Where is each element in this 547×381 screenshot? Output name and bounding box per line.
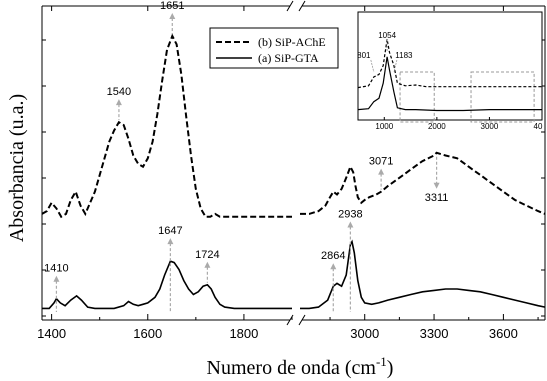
x-tick-label: 3000 bbox=[350, 326, 379, 341]
plot-frame bbox=[41, 0, 546, 326]
peak-arrow bbox=[347, 221, 354, 228]
x-tick-label: 1400 bbox=[37, 326, 66, 341]
series-group bbox=[41, 33, 546, 310]
x-axis-ticks: 1400 1600 1800 3000 3300 3600 bbox=[37, 6, 539, 341]
axis-break-mark bbox=[286, 0, 294, 12]
peak-label: 2864 bbox=[321, 250, 345, 262]
legend: (b) SiP-AChE (a) SiP-GTA bbox=[209, 27, 339, 69]
series-line-0-right bbox=[300, 151, 546, 215]
peak-label: 1410 bbox=[44, 263, 68, 275]
peak-label: 3311 bbox=[425, 192, 449, 204]
series-line-1-left bbox=[42, 260, 292, 310]
axis-break-mark bbox=[298, 0, 306, 12]
inset-peak-guide bbox=[370, 59, 375, 73]
peak-arrow bbox=[378, 168, 385, 175]
x-tick-label: 3600 bbox=[489, 326, 518, 341]
legend-entry: (a) SiP-GTA bbox=[258, 51, 319, 65]
series-line-0-left bbox=[41, 33, 292, 219]
inset-series-solid bbox=[357, 56, 542, 112]
inset-peak-label: 801 bbox=[357, 51, 371, 60]
legend-box bbox=[209, 27, 339, 69]
peak-annotations: 1651 1540 1410 1647 1724 2864 2938 3071 3311 bbox=[44, 0, 448, 312]
inset-peak-label: 1054 bbox=[378, 31, 396, 40]
inset-peak-label: 1183 bbox=[395, 51, 413, 60]
peak-arrow bbox=[115, 99, 122, 106]
peak-label: 3071 bbox=[369, 156, 393, 168]
inset-zoom-region bbox=[399, 71, 435, 123]
inset-tick-label: 2000 bbox=[428, 122, 446, 131]
x-tick-label: 1600 bbox=[133, 326, 162, 341]
inset-tick-label: 1000 bbox=[375, 122, 393, 131]
inset-tick-label: 40 bbox=[534, 122, 543, 131]
series-line-1-right bbox=[300, 239, 546, 310]
axis-break-mark bbox=[298, 314, 306, 326]
peak-arrow bbox=[167, 238, 174, 245]
peak-arrow bbox=[433, 182, 440, 189]
legend-entry: (b) SiP-AChE bbox=[258, 35, 326, 49]
inset-peak-guide bbox=[393, 59, 398, 73]
peak-label: 2938 bbox=[338, 209, 362, 221]
x-axis-title-close: ) bbox=[387, 357, 394, 379]
x-tick-label: 1800 bbox=[229, 326, 258, 341]
peak-arrow bbox=[204, 261, 211, 268]
peak-label: 1540 bbox=[107, 86, 131, 98]
x-axis-title-main: Numero de onda (cm bbox=[207, 357, 377, 379]
peak-arrow bbox=[53, 275, 60, 282]
inset-zoom-region bbox=[470, 71, 535, 123]
y-axis-title: Absorbancia (u.a.) bbox=[6, 94, 28, 242]
peak-arrow bbox=[169, 13, 176, 19]
axis-break-mark bbox=[286, 314, 294, 326]
x-axis-title: Numero de onda (cm-1) bbox=[207, 354, 394, 379]
x-axis-title-sup: -1 bbox=[376, 354, 387, 369]
x-tick-label: 3300 bbox=[420, 326, 449, 341]
peak-label: 1647 bbox=[158, 225, 182, 237]
peak-label: 1651 bbox=[160, 0, 184, 12]
peak-arrow bbox=[330, 263, 337, 270]
peak-label: 1724 bbox=[195, 249, 219, 261]
inset-tick-label: 3000 bbox=[481, 122, 499, 131]
inset-chart: 1000 2000 3000 40 1054 801 1183 bbox=[357, 11, 543, 131]
